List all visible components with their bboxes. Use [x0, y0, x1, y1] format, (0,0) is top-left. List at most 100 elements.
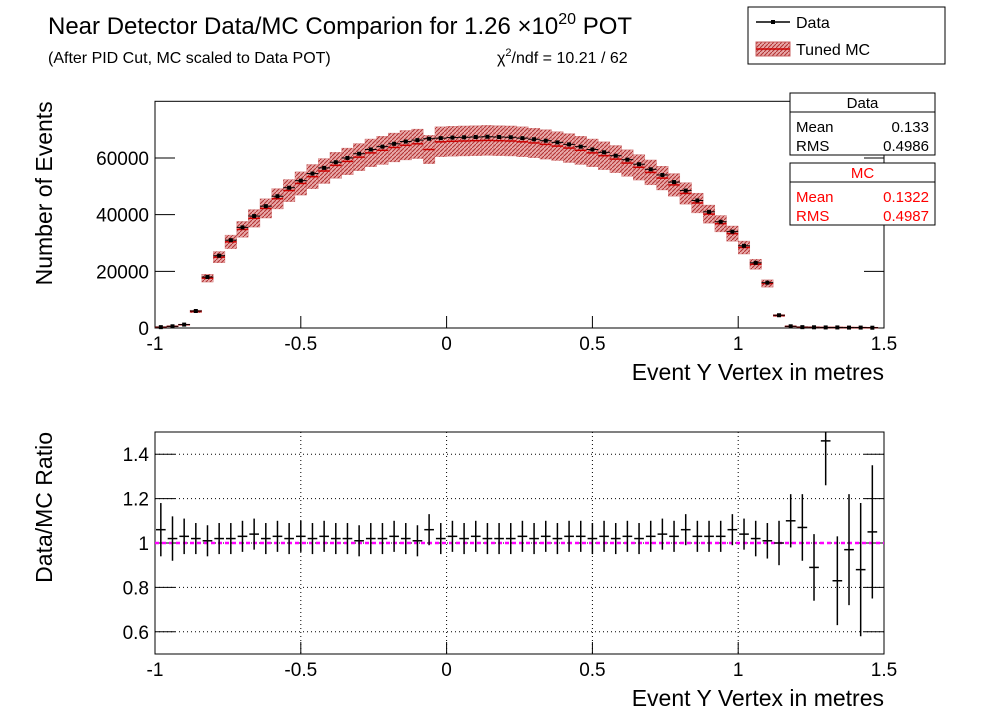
y-tick-label: 1.2: [123, 490, 149, 511]
data-marker: [660, 172, 665, 177]
data-marker: [835, 325, 840, 330]
data-marker: [275, 194, 280, 199]
y-tick-label: 40000: [96, 206, 149, 227]
x-tick-label: 1.5: [871, 660, 897, 681]
data-marker: [753, 260, 758, 265]
x-axis-label: Event Y Vertex in metres: [632, 359, 884, 385]
data-marker: [473, 135, 478, 140]
stats-key: Mean: [796, 119, 834, 136]
x-tick-label: 1.5: [871, 334, 897, 355]
data-marker: [590, 147, 595, 152]
stats-value: 0.133: [891, 119, 929, 136]
data-marker: [870, 325, 875, 330]
data-marker: [707, 209, 712, 214]
x-tick-label: 0.5: [579, 334, 605, 355]
data-marker: [158, 325, 163, 330]
data-marker: [205, 274, 210, 279]
title-exponent: 20: [558, 11, 576, 28]
data-marker: [252, 214, 257, 219]
x-tick-label: 1: [733, 660, 744, 681]
data-marker: [532, 137, 537, 142]
x-tick-label: 1: [733, 334, 744, 355]
data-marker: [462, 135, 467, 140]
y-tick-label: 0: [138, 319, 149, 340]
data-marker: [648, 167, 653, 172]
data-marker: [368, 147, 373, 152]
legend-label: Tuned MC: [796, 42, 870, 59]
x-tick-label: -0.5: [284, 334, 317, 355]
data-marker: [637, 162, 642, 167]
y-tick-label: 1: [138, 534, 149, 555]
x-tick-label: -0.5: [284, 660, 317, 681]
data-marker: [613, 153, 618, 158]
stats-title: Data: [847, 95, 879, 112]
data-marker: [672, 180, 677, 185]
data-marker: [800, 325, 805, 330]
stats-box: [789, 162, 936, 226]
chart-title: Near Detector Data/MC Comparion for 1.26…: [48, 11, 632, 40]
y-tick-label: 60000: [96, 149, 149, 170]
data-marker: [543, 138, 548, 143]
data-marker: [182, 322, 187, 327]
stats-key: Mean: [796, 189, 834, 206]
stats-key: RMS: [796, 208, 829, 225]
data-marker: [415, 138, 420, 143]
chi2-exponent: 2: [505, 47, 511, 59]
data-marker: [170, 324, 175, 329]
title-main: Near Detector Data/MC Comparion for 1.26…: [48, 13, 558, 40]
x-tick-label: -1: [147, 660, 164, 681]
data-marker: [858, 325, 863, 330]
data-marker: [812, 325, 817, 330]
chi2: χ2/ndf = 10.21 / 62: [497, 47, 628, 67]
data-marker: [625, 157, 630, 162]
chi2-symbol: χ: [497, 50, 506, 67]
data-marker: [777, 313, 782, 318]
data-marker: [345, 155, 350, 160]
stats-key: RMS: [796, 138, 829, 155]
y-tick-label: 0.8: [123, 578, 149, 599]
data-marker: [403, 139, 408, 144]
data-marker: [485, 134, 490, 139]
data-marker: [217, 253, 222, 258]
data-marker: [322, 165, 327, 170]
data-marker: [240, 225, 245, 230]
data-marker: [357, 151, 362, 156]
data-marker: [427, 136, 432, 141]
data-marker: [823, 325, 828, 330]
x-tick-label: -1: [147, 334, 164, 355]
stats-title: MC: [851, 165, 874, 182]
y-axis-label: Number of Events: [31, 101, 57, 285]
data-marker: [555, 140, 560, 145]
data-marker: [263, 204, 268, 209]
y-axis-label: Data/MC Ratio: [31, 432, 57, 583]
y-tick-label: 1.4: [123, 445, 150, 466]
data-marker: [508, 135, 513, 140]
data-marker: [438, 136, 443, 141]
data-marker: [765, 280, 770, 285]
data-marker: [718, 219, 723, 224]
stats-box: [789, 92, 936, 156]
data-marker: [333, 160, 338, 165]
data-marker: [450, 135, 455, 140]
data-marker: [392, 141, 397, 146]
x-tick-label: 0.5: [579, 660, 605, 681]
data-marker: [847, 325, 852, 330]
y-tick-label: 20000: [96, 262, 149, 283]
y-tick-label: 0.6: [123, 623, 149, 644]
stats-value: 0.4987: [883, 208, 929, 225]
legend-data-marker: [771, 20, 775, 24]
data-marker: [380, 144, 385, 149]
data-marker: [497, 135, 502, 140]
stats-value: 0.4986: [883, 138, 929, 155]
legend-label: Data: [796, 15, 830, 32]
data-marker: [788, 324, 793, 329]
x-axis-label: Event Y Vertex in metres: [632, 685, 884, 711]
data-marker: [228, 238, 233, 243]
chi2-text: /ndf = 10.21 / 62: [512, 50, 628, 67]
data-marker: [683, 188, 688, 193]
stats-value: 0.1322: [883, 189, 929, 206]
data-marker: [310, 171, 315, 176]
data-marker: [298, 178, 303, 183]
data-marker: [567, 142, 572, 147]
